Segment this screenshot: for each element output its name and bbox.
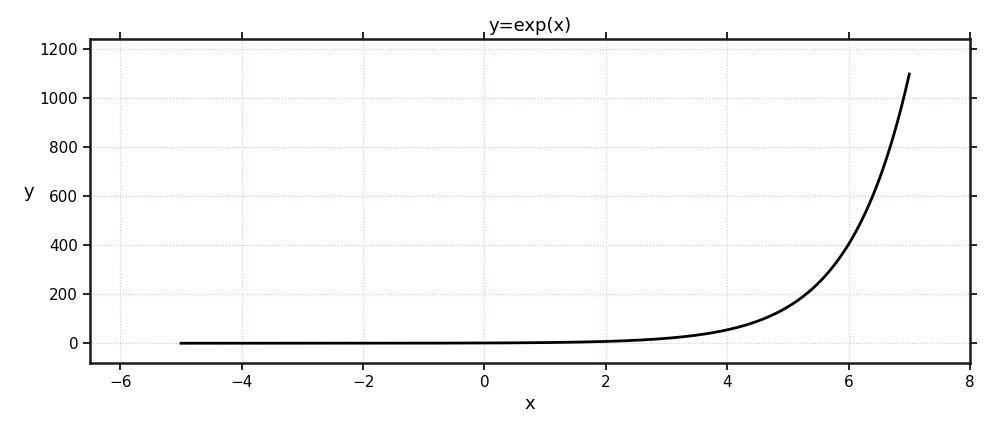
Y-axis label: y: y	[23, 183, 34, 201]
Title: y=exp(x): y=exp(x)	[488, 16, 572, 35]
X-axis label: x: x	[525, 395, 535, 413]
